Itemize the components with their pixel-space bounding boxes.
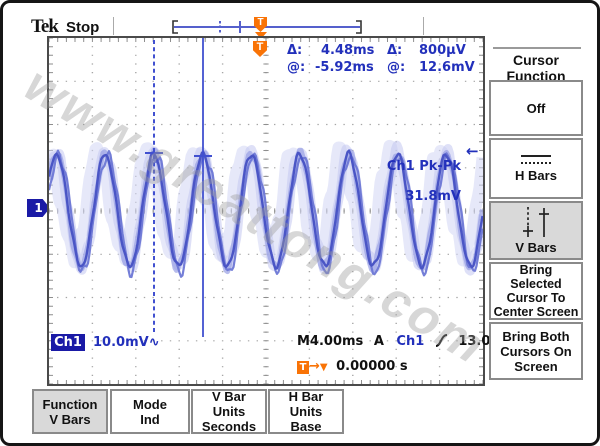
bezel-button-v-bar-units[interactable]: V Bar Units Seconds	[191, 389, 267, 434]
timebase-main: M4.00ms	[297, 334, 364, 349]
menu-button-h-bars[interactable]: H Bars	[489, 138, 583, 199]
topbar-divider	[423, 17, 424, 35]
menu-button-v-bars[interactable]: V Bars	[489, 201, 583, 260]
acq-mode: A	[373, 334, 384, 349]
menu-title-rule	[493, 47, 581, 49]
bezel-button-v-bar-units-label: V Bar Units Seconds	[201, 389, 257, 434]
menu-button-off-label: Off	[526, 100, 546, 116]
rising-edge-icon	[435, 334, 448, 347]
menu-button-bring-both-cursors[interactable]: Bring Both Cursors On Screen	[489, 322, 583, 380]
cursor-overlay	[145, 38, 212, 337]
pkpk-value: 31.8mV	[405, 189, 461, 204]
menu-button-h-bars-label: H Bars	[515, 167, 557, 183]
menu-button-bring-selected-cursor[interactable]: Bring Selected Cursor To Center Screen	[489, 262, 583, 320]
at-time-value: -5.92ms	[315, 60, 374, 75]
menu-button-v-bars-label: V Bars	[515, 240, 557, 255]
at-volt-label: @:	[387, 60, 406, 75]
delta-time-label: Δ:	[287, 43, 303, 58]
bezel-button-function-label: Function V Bars	[42, 396, 98, 427]
v-bars-icon	[523, 207, 549, 237]
channel1-waveform	[49, 139, 483, 279]
trigger-time-triangle-icon: ▼	[319, 362, 328, 373]
at-volt-value: 12.6mV	[419, 60, 475, 75]
delta-volt-label: Δ:	[387, 43, 403, 58]
bezel-button-h-bar-units[interactable]: H Bar Units Base	[268, 389, 344, 434]
h-bars-icon	[521, 154, 551, 164]
channel1-ground-marker: 1	[27, 199, 50, 217]
channel1-badge: Ch1	[51, 334, 85, 351]
trigger-time-readout: T →▼ 0.00000 s	[297, 359, 408, 374]
trigger-source: Ch1	[396, 334, 425, 349]
delta-time-value: 4.48ms	[321, 43, 375, 58]
trigger-point-pin-icon: T	[253, 41, 267, 57]
timebase-readout: M4.00ms A Ch1 13.0mV	[297, 333, 514, 349]
menu-button-bring-selected-label: Bring Selected Cursor To Center Screen	[493, 263, 579, 319]
tek-logo: Tek	[31, 16, 59, 37]
bezel-button-mode[interactable]: Mode Ind	[110, 389, 190, 434]
trigger-position-pin-icon: T	[254, 17, 267, 32]
ac-coupling-icon: ∿	[148, 335, 160, 350]
acquisition-status: Stop	[66, 19, 100, 36]
trigger-time-t-icon: T	[297, 361, 309, 374]
pkpk-label: Ch1 Pk-Pk	[386, 159, 461, 174]
bracket-right-icon	[356, 20, 362, 34]
bezel-button-mode-label: Mode Ind	[133, 396, 167, 427]
pkpk-level-arrow-icon: ←	[466, 142, 479, 160]
bracket-left-icon	[172, 20, 178, 34]
bezel-button-h-bar-units-label: H Bar Units Base	[288, 389, 324, 434]
at-time-label: @:	[287, 60, 306, 75]
delta-volt-value: 800µV	[419, 43, 466, 58]
menu-button-off[interactable]: Off	[489, 80, 583, 136]
trigger-time-value: 0.00000 s	[336, 359, 408, 374]
trigger-position-arrow-icon	[255, 32, 267, 39]
channel1-scale: 10.0mV∿	[93, 335, 160, 350]
topbar-divider	[113, 17, 114, 35]
pkpk-measurement: Ch1 Pk-Pk 31.8mV	[339, 144, 461, 204]
menu-button-bring-both-label: Bring Both Cursors On Screen	[500, 328, 572, 374]
bezel-button-function[interactable]: Function V Bars	[32, 389, 108, 434]
scope-display: T Δ: 4.48ms Δ: 800µV @: -5.92ms @: 12.6m…	[47, 36, 514, 386]
record-position-bar	[172, 20, 362, 34]
trigger-time-arrow-icon: →	[309, 359, 320, 374]
